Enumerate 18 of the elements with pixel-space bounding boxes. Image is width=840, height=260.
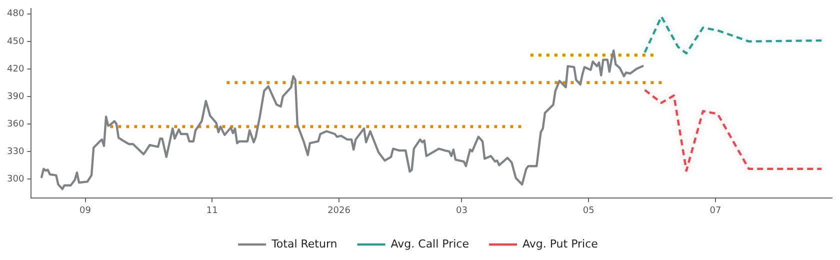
x-tick-label: 07	[710, 206, 722, 216]
x-tick-label: 2026	[328, 206, 351, 216]
y-tick-label: 330	[6, 146, 24, 157]
y-tick-label: 390	[6, 92, 24, 102]
x-tick-label: 09	[80, 206, 92, 216]
x-tick-label: 11	[206, 206, 218, 216]
y-tick-label: 420	[6, 64, 24, 74]
line-series	[644, 88, 823, 172]
legend-label: Avg. Put Price	[522, 237, 598, 250]
y-tick-label: 480	[6, 9, 24, 20]
legend-label: Avg. Call Price	[390, 237, 470, 250]
y-tick-label: 450	[6, 36, 24, 47]
x-tick-label: 03	[456, 206, 468, 216]
line-series	[644, 16, 823, 54]
y-tick-label: 360	[6, 119, 24, 130]
y-tick-label: 300	[6, 174, 24, 184]
x-tick-label: 05	[582, 206, 594, 216]
legend-label: Total Return	[270, 237, 338, 250]
